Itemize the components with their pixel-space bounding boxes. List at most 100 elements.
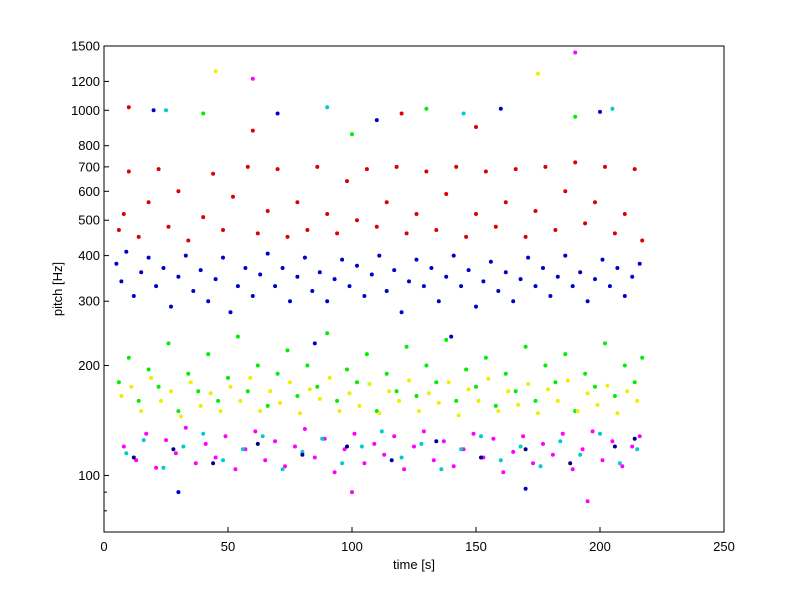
data-point xyxy=(379,429,384,434)
data-point xyxy=(474,304,478,309)
data-point xyxy=(340,257,345,262)
data-point xyxy=(615,266,620,270)
data-point xyxy=(278,400,283,405)
data-point xyxy=(193,461,198,466)
data-point xyxy=(369,272,374,277)
data-point xyxy=(612,444,617,449)
data-point xyxy=(444,192,449,196)
data-point xyxy=(479,455,483,460)
data-point xyxy=(387,389,392,394)
data-point xyxy=(208,391,213,396)
data-point xyxy=(491,436,496,441)
data-point xyxy=(483,169,488,174)
data-point xyxy=(121,444,126,449)
data-point xyxy=(317,396,322,401)
x-tick-label: 250 xyxy=(713,539,735,554)
y-tick-label: 300 xyxy=(78,294,100,309)
data-point xyxy=(355,263,359,268)
data-point xyxy=(565,378,570,383)
data-point xyxy=(325,105,330,110)
data-point xyxy=(632,436,637,441)
data-point xyxy=(555,274,560,279)
data-point xyxy=(342,447,347,452)
data-point xyxy=(548,294,553,298)
data-point xyxy=(126,105,131,110)
data-point xyxy=(441,439,446,444)
data-point xyxy=(570,467,575,472)
data-point xyxy=(603,164,607,169)
data-point xyxy=(374,224,379,229)
data-point xyxy=(245,389,250,394)
data-point xyxy=(350,490,354,495)
data-point xyxy=(166,224,171,229)
data-point xyxy=(603,341,607,346)
data-point xyxy=(332,277,337,282)
y-tick-label: 200 xyxy=(78,358,100,373)
data-point xyxy=(590,429,595,434)
data-point xyxy=(181,444,186,449)
data-point xyxy=(188,380,193,385)
y-tick-label: 1000 xyxy=(71,103,100,118)
data-point xyxy=(394,164,399,169)
data-point xyxy=(260,434,265,439)
data-point xyxy=(518,277,523,282)
data-point xyxy=(456,413,461,418)
data-point xyxy=(240,447,245,452)
data-point xyxy=(558,439,563,444)
data-point xyxy=(429,266,434,270)
data-point xyxy=(171,447,176,452)
data-point xyxy=(595,402,600,407)
data-point xyxy=(607,284,612,289)
data-point xyxy=(523,486,528,491)
data-point xyxy=(625,389,630,394)
data-point xyxy=(431,458,436,463)
data-point xyxy=(288,299,292,304)
data-point xyxy=(221,255,225,260)
data-point xyxy=(516,402,521,407)
y-tick-label: 1200 xyxy=(71,74,100,89)
data-point xyxy=(275,167,280,172)
data-point xyxy=(119,394,124,398)
data-point xyxy=(434,380,439,385)
data-point xyxy=(496,409,501,414)
data-point xyxy=(533,398,538,403)
data-point xyxy=(154,284,159,289)
data-point xyxy=(523,447,528,452)
data-point xyxy=(377,253,382,258)
data-point xyxy=(444,337,449,342)
data-point xyxy=(151,108,156,113)
data-point xyxy=(258,409,263,414)
data-point xyxy=(253,429,258,434)
data-point xyxy=(231,194,235,199)
y-tick-label: 500 xyxy=(78,213,100,228)
x-tick-label: 150 xyxy=(465,539,487,554)
data-point xyxy=(265,403,270,408)
data-point xyxy=(622,212,627,216)
data-point xyxy=(250,128,255,133)
data-point xyxy=(615,411,620,416)
data-point xyxy=(421,284,426,289)
data-point xyxy=(459,447,464,452)
data-point xyxy=(521,434,526,439)
data-point xyxy=(392,434,397,439)
data-point xyxy=(216,398,221,403)
data-point xyxy=(364,352,369,357)
data-point xyxy=(250,294,255,298)
data-point xyxy=(550,452,555,457)
data-point xyxy=(119,279,124,284)
data-point xyxy=(632,380,637,385)
data-point xyxy=(265,251,270,256)
data-point xyxy=(228,384,233,389)
data-point xyxy=(474,212,478,216)
data-point xyxy=(295,394,300,398)
y-tick-label: 100 xyxy=(78,468,100,483)
data-point xyxy=(622,294,627,298)
data-point xyxy=(399,111,404,116)
data-point xyxy=(201,111,206,116)
data-point xyxy=(228,310,233,315)
data-point xyxy=(367,382,372,386)
data-point xyxy=(159,398,163,403)
data-point xyxy=(176,409,181,414)
data-point xyxy=(183,425,188,430)
data-point xyxy=(273,439,278,444)
